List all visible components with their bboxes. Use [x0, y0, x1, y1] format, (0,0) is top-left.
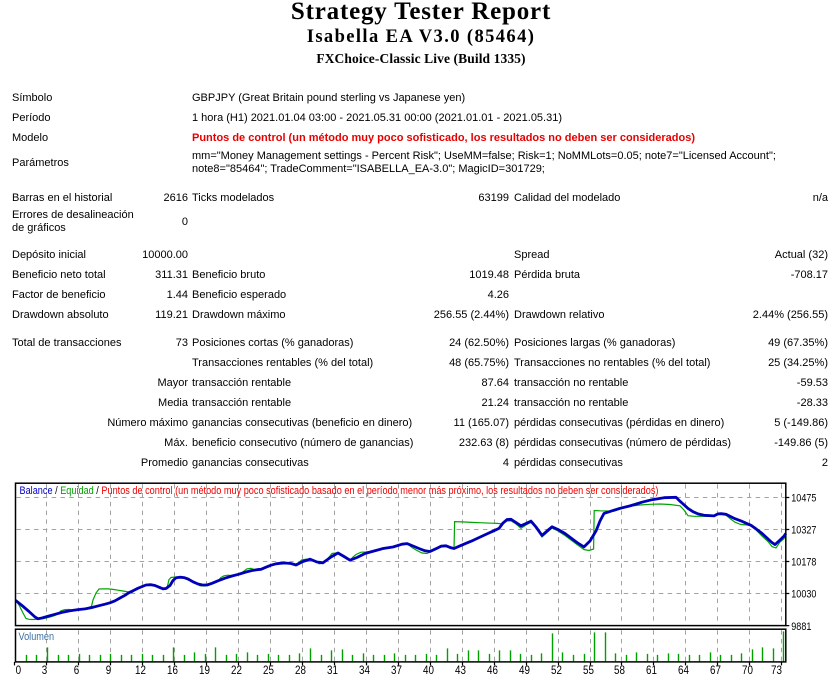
svg-text:58: 58 [614, 664, 625, 677]
svg-text:9: 9 [106, 664, 111, 677]
svg-text:55: 55 [583, 664, 594, 677]
svg-text:61: 61 [646, 664, 657, 677]
svg-text:10475: 10475 [791, 493, 816, 505]
svg-text:0: 0 [16, 664, 21, 677]
svg-text:10030: 10030 [791, 589, 816, 601]
svg-text:3: 3 [42, 664, 47, 677]
svg-text:43: 43 [455, 664, 466, 677]
svg-text:40: 40 [423, 664, 434, 677]
svg-text:37: 37 [391, 664, 402, 677]
svg-text:49: 49 [519, 664, 530, 677]
svg-text:22: 22 [231, 664, 242, 677]
svg-text:52: 52 [551, 664, 562, 677]
svg-text:64: 64 [678, 664, 689, 677]
svg-text:28: 28 [295, 664, 306, 677]
svg-text:34: 34 [359, 664, 370, 677]
svg-text:46: 46 [487, 664, 498, 677]
svg-text:31: 31 [327, 664, 338, 677]
svg-text:9881: 9881 [791, 621, 811, 633]
svg-text:16: 16 [167, 664, 178, 677]
svg-text:73: 73 [771, 664, 782, 677]
svg-text:6: 6 [74, 664, 79, 677]
svg-text:10327: 10327 [791, 525, 816, 537]
svg-text:10178: 10178 [791, 557, 816, 569]
svg-text:19: 19 [199, 664, 210, 677]
svg-text:70: 70 [742, 664, 753, 677]
svg-text:Balance / Equidad / Puntos de: Balance / Equidad / Puntos de control (u… [20, 485, 659, 497]
svg-text:67: 67 [710, 664, 721, 677]
svg-text:Volumen: Volumen [19, 631, 55, 643]
svg-text:25: 25 [263, 664, 274, 677]
svg-text:12: 12 [135, 664, 146, 677]
